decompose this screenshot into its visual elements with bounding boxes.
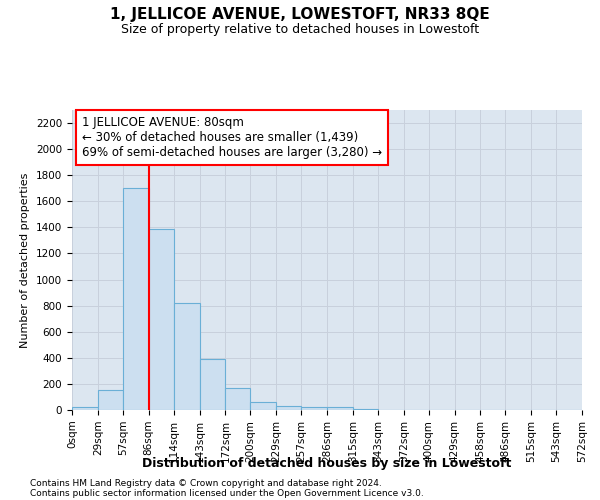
Bar (226, 388, 250, 410)
Bar (72, 408, 98, 410)
Text: 1, JELLICOE AVENUE, LOWESTOFT, NR33 8QE: 1, JELLICOE AVENUE, LOWESTOFT, NR33 8QE (110, 8, 490, 22)
Text: Contains public sector information licensed under the Open Government Licence v3: Contains public sector information licen… (30, 488, 424, 498)
Text: Contains HM Land Registry data © Crown copyright and database right 2024.: Contains HM Land Registry data © Crown c… (30, 478, 382, 488)
Text: Distribution of detached houses by size in Lowestoft: Distribution of detached houses by size … (142, 458, 512, 470)
Y-axis label: Number of detached properties: Number of detached properties (20, 172, 31, 348)
Bar (173, 303, 199, 410)
Bar (98, 390, 123, 410)
Bar (123, 188, 149, 410)
Bar (250, 402, 276, 410)
Bar (149, 228, 173, 410)
Text: 1 JELLICOE AVENUE: 80sqm
← 30% of detached houses are smaller (1,439)
69% of sem: 1 JELLICOE AVENUE: 80sqm ← 30% of detach… (82, 116, 382, 159)
Text: Size of property relative to detached houses in Lowestoft: Size of property relative to detached ho… (121, 22, 479, 36)
Bar (276, 406, 301, 410)
Bar (301, 406, 327, 410)
Bar (199, 359, 226, 410)
Bar (327, 406, 353, 410)
